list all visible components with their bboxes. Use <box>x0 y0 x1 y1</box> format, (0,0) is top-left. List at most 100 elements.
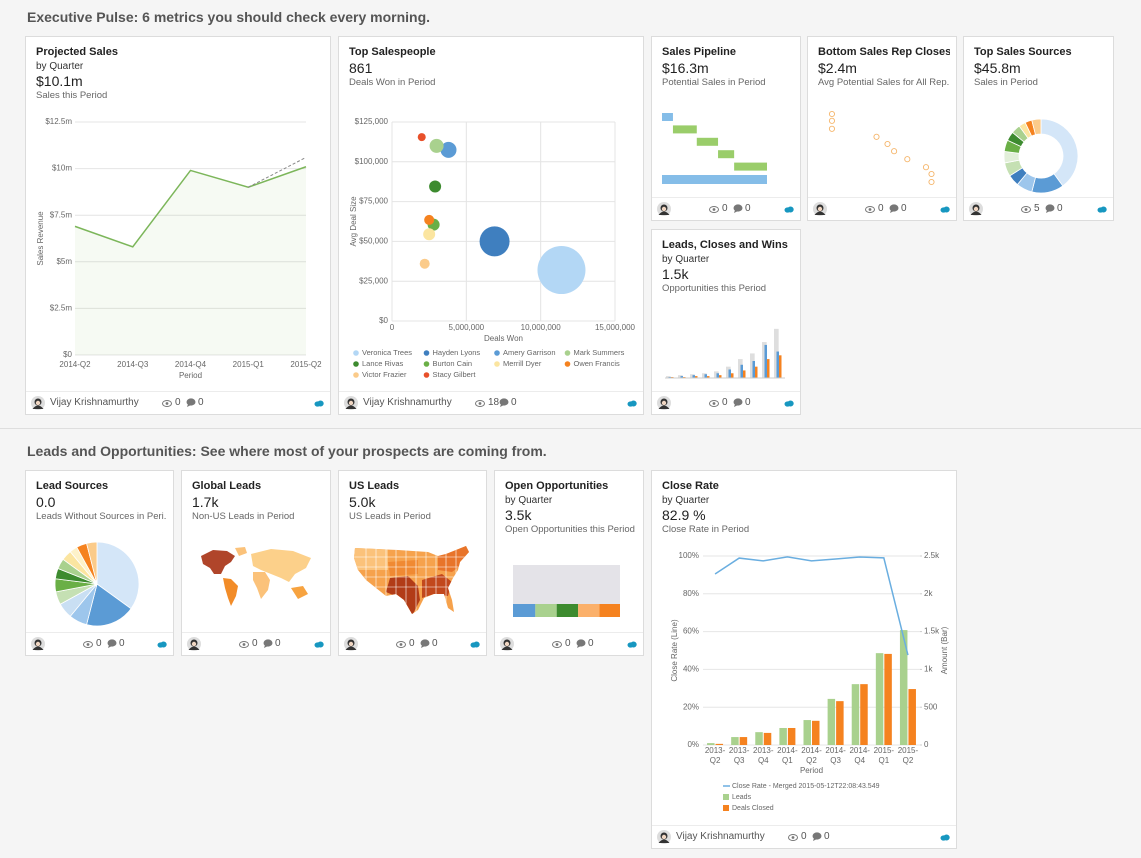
bubble <box>429 180 442 193</box>
point <box>828 110 836 118</box>
salesforce-icon <box>627 399 637 410</box>
legend-swatch <box>353 361 359 367</box>
x-tick-label: 2015- <box>874 746 895 755</box>
pipeline-bar <box>718 150 735 159</box>
salesforce-icon <box>940 205 950 216</box>
card-subtitle: by Quarter <box>505 495 553 506</box>
views-icon <box>83 640 93 651</box>
bar <box>767 359 770 378</box>
y2-tick-label: 0 <box>924 740 929 749</box>
bar <box>743 370 746 378</box>
views-count: 0 <box>722 397 728 408</box>
y-tick-label: 100% <box>679 551 699 560</box>
x-tick-label: Q2 <box>710 756 721 765</box>
y-tick-label: 0% <box>687 740 699 749</box>
y-axis-title: Close Rate (Line) <box>670 619 679 682</box>
map-region <box>201 550 235 574</box>
bubble <box>419 258 430 269</box>
legend-label: Close Rate - Merged 2015-05-12T22:08:43.… <box>732 783 880 790</box>
card-subtitle: by Quarter <box>662 495 710 506</box>
bar <box>726 366 731 378</box>
card-header: Sales Pipeline $16.3m Potential Sales in P… <box>662 45 794 89</box>
x-tick-label: 2014-Q3 <box>117 360 149 369</box>
bubble <box>429 138 444 153</box>
views-icon <box>788 833 798 844</box>
bar <box>739 737 748 745</box>
legend-swatch <box>423 350 430 356</box>
card-title: Top Salespeople <box>349 46 436 58</box>
card-title: US Leads <box>349 480 400 492</box>
x-tick-label: 2014-Q2 <box>59 360 91 369</box>
card-header: Top Salespeople 861 Deals Won in Period <box>349 45 637 89</box>
comments-count: 0 <box>119 638 125 649</box>
x-tick-label: Q3 <box>830 756 841 765</box>
comments-count: 0 <box>745 203 751 214</box>
card: Bottom Sales Rep Closes $2.4m Avg Potentia… <box>807 36 957 221</box>
salesforce-icon <box>784 399 794 410</box>
legend-label: Burton Cain <box>433 359 473 368</box>
comments-icon <box>499 398 509 410</box>
user-name: Vijay Krishnamurthy <box>363 397 452 408</box>
y-tick-label: $7.5m <box>50 210 73 219</box>
x-tick-label: 2014- <box>825 746 846 755</box>
y-tick-label: $125,000 <box>355 117 389 126</box>
legend-label: Stacy Gilbert <box>433 370 477 379</box>
views-count: 0 <box>409 638 415 649</box>
point <box>904 156 911 163</box>
card-chart: $0 $25,000 $50,000 $75,000 $100,000 $125,000 0… <box>349 117 635 379</box>
bar <box>714 371 719 378</box>
views-count: 0 <box>252 638 258 649</box>
views-count: 0 <box>565 638 571 649</box>
legend-label: Hayden Lyons <box>433 348 481 357</box>
x-tick-label: Q2 <box>903 756 914 765</box>
us-states <box>354 546 469 614</box>
x-tick-label: 5,000,000 <box>449 323 485 332</box>
avatar <box>344 396 358 410</box>
bar <box>779 355 782 378</box>
bar <box>715 743 724 745</box>
bar <box>787 727 796 745</box>
card-metric-label: Leads Without Sources in Peri... <box>36 511 167 522</box>
legend-swatch <box>723 794 729 800</box>
salesforce-icon <box>470 640 480 651</box>
x-tick-label: Q3 <box>734 756 745 765</box>
card: Lead Sources 0.0 Leads Without Sources in … <box>25 470 174 656</box>
views-count: 0 <box>96 638 102 649</box>
x-tick-label: Q4 <box>758 756 769 765</box>
bar <box>716 373 719 378</box>
legend-label: Deals Closed <box>732 805 774 812</box>
bar <box>666 376 671 378</box>
y2-axis-title: Amount (Bar) <box>940 626 949 674</box>
card-metric: 0.0 <box>36 494 56 510</box>
card: 0% 20% 40% 60% 80% 100% 0 500 1k 1.5k 2k 2.5k 2013- Q… <box>651 470 957 849</box>
pie-slice <box>86 541 98 585</box>
comments-count: 0 <box>275 638 281 649</box>
card-metric-label: US Leads in Period <box>349 511 431 522</box>
card-chart: $0 $2.5m $5m $7.5m $10m $12.5m 2014-Q2 2014-Q3 2… <box>36 117 322 380</box>
bar <box>750 353 755 378</box>
y-tick-label: $100,000 <box>355 157 389 166</box>
user-name: Vijay Krishnamurthy <box>676 831 765 842</box>
card-header: US Leads 5.0k US Leads in Period <box>349 479 480 523</box>
map-region <box>223 578 238 606</box>
bar <box>762 342 767 378</box>
avatar <box>344 637 358 651</box>
card-metric: 1.5k <box>662 266 689 282</box>
views-icon <box>709 399 719 410</box>
comments-count: 0 <box>432 638 438 649</box>
legend-label: Owen Francis <box>574 359 621 368</box>
map-region <box>253 572 270 599</box>
card-metric: $10.1m <box>36 73 83 89</box>
card-title: Projected Sales <box>36 46 118 58</box>
comments-icon <box>420 639 430 651</box>
views-icon <box>1021 205 1031 216</box>
card-metric: 82.9 % <box>662 507 706 523</box>
x-tick-label: 2014- <box>801 746 822 755</box>
